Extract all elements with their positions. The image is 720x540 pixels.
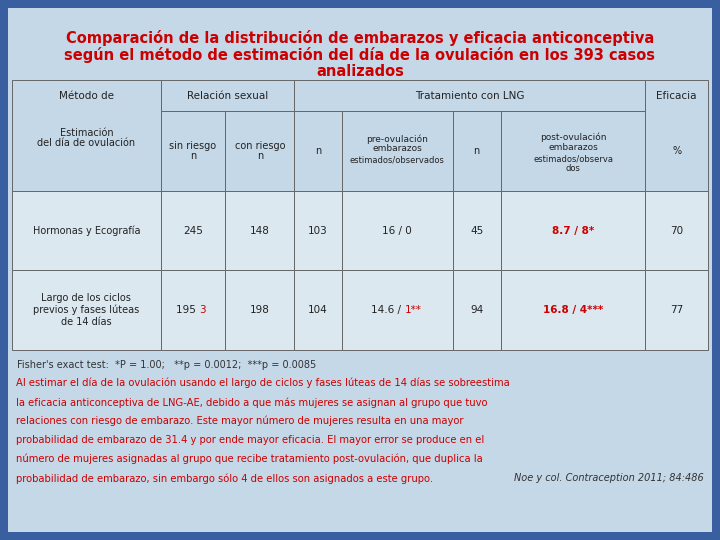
Bar: [453, 271, 500, 350]
Bar: [453, 191, 500, 271]
Bar: [225, 191, 294, 271]
Bar: [225, 271, 294, 350]
Text: 8.7 / 8*: 8.7 / 8*: [552, 226, 594, 235]
Bar: [161, 271, 225, 350]
Text: según el método de estimación del día de la ovulación en los 393 casos: según el método de estimación del día de…: [65, 47, 655, 63]
Bar: [500, 271, 646, 350]
Text: sin riesgo: sin riesgo: [169, 141, 217, 151]
Text: 1**: 1**: [405, 305, 422, 315]
Text: Hormonas y Ecografía: Hormonas y Ecografía: [32, 225, 140, 236]
Bar: [646, 80, 708, 191]
Bar: [294, 191, 342, 271]
Bar: [12, 80, 161, 191]
Text: probabilidad de embarazo de 31.4 y por ende mayor eficacia. El mayor error se pr: probabilidad de embarazo de 31.4 y por e…: [16, 435, 485, 445]
Text: pre-ovulación: pre-ovulación: [366, 134, 428, 144]
Text: n: n: [474, 146, 480, 156]
Text: 70: 70: [670, 226, 683, 235]
Text: n: n: [256, 151, 263, 161]
Text: n: n: [315, 146, 321, 156]
Bar: [342, 271, 453, 350]
Text: del día de ovulación: del día de ovulación: [37, 138, 135, 149]
Text: 198: 198: [250, 305, 270, 315]
Text: con riesgo: con riesgo: [235, 141, 285, 151]
Text: embarazos: embarazos: [372, 144, 422, 153]
Bar: [500, 191, 646, 271]
Bar: [225, 111, 294, 191]
Text: relaciones con riesgo de embarazo. Este mayor número de mujeres resulta en una m: relaciones con riesgo de embarazo. Este …: [16, 416, 464, 427]
Text: 16.8 / 4***: 16.8 / 4***: [543, 305, 603, 315]
Text: analizados: analizados: [316, 64, 404, 79]
Bar: [453, 111, 500, 191]
Text: 104: 104: [308, 305, 328, 315]
Bar: [342, 111, 453, 191]
Text: Largo de los ciclos
previos y fases lúteas
de 14 días: Largo de los ciclos previos y fases lúte…: [33, 293, 140, 327]
Text: 94: 94: [470, 305, 483, 315]
Text: %: %: [672, 146, 681, 156]
Text: 148: 148: [250, 226, 270, 235]
Text: probabilidad de embarazo, sin embargo sólo 4 de ellos son asignados a este grupo: probabilidad de embarazo, sin embargo só…: [16, 473, 433, 483]
Bar: [294, 271, 342, 350]
Text: Fisher's exact test:  *P = 1.00;   **p = 0.0012;  ***p = 0.0085: Fisher's exact test: *P = 1.00; **p = 0.…: [17, 360, 316, 370]
Bar: [646, 271, 708, 350]
Bar: [500, 111, 646, 191]
Bar: [161, 111, 225, 191]
Text: Noe y col. Contraception 2011; 84:486: Noe y col. Contraception 2011; 84:486: [514, 473, 704, 483]
Bar: [646, 191, 708, 271]
Bar: [342, 191, 453, 271]
Bar: [12, 271, 161, 350]
Text: n: n: [190, 151, 196, 161]
Text: Eficacia: Eficacia: [657, 91, 697, 100]
Text: estimados/observa: estimados/observa: [533, 154, 613, 164]
Text: 3: 3: [199, 305, 205, 315]
Text: Tratamiento con LNG: Tratamiento con LNG: [415, 91, 525, 100]
Text: 245: 245: [183, 226, 203, 235]
Text: 77: 77: [670, 305, 683, 315]
Text: 103: 103: [308, 226, 328, 235]
Text: número de mujeres asignadas al grupo que recibe tratamiento post-ovulación, que : número de mujeres asignadas al grupo que…: [16, 454, 482, 464]
Text: 45: 45: [470, 226, 483, 235]
Text: Estimación: Estimación: [60, 129, 113, 138]
Text: 195: 195: [176, 305, 199, 315]
Bar: [161, 191, 225, 271]
Bar: [161, 80, 294, 111]
Bar: [12, 191, 161, 271]
Text: embarazos: embarazos: [548, 144, 598, 152]
Text: 16 / 0: 16 / 0: [382, 226, 413, 235]
Bar: [294, 111, 342, 191]
Text: 14.6 /: 14.6 /: [371, 305, 404, 315]
Text: Relación sexual: Relación sexual: [186, 91, 268, 100]
Text: Método de: Método de: [59, 91, 114, 100]
Text: post-ovulación: post-ovulación: [540, 132, 606, 141]
Bar: [294, 80, 646, 111]
Text: la eficacia anticonceptiva de LNG-AE, debido a que más mujeres se asignan al gru: la eficacia anticonceptiva de LNG-AE, de…: [16, 397, 487, 408]
Text: Al estimar el día de la ovulación usando el largo de ciclos y fases lúteas de 14: Al estimar el día de la ovulación usando…: [16, 378, 510, 388]
Text: Comparación de la distribución de embarazos y eficacia anticonceptiva: Comparación de la distribución de embara…: [66, 30, 654, 46]
Text: estimados/observados: estimados/observados: [350, 156, 445, 164]
Text: dos: dos: [566, 164, 580, 173]
